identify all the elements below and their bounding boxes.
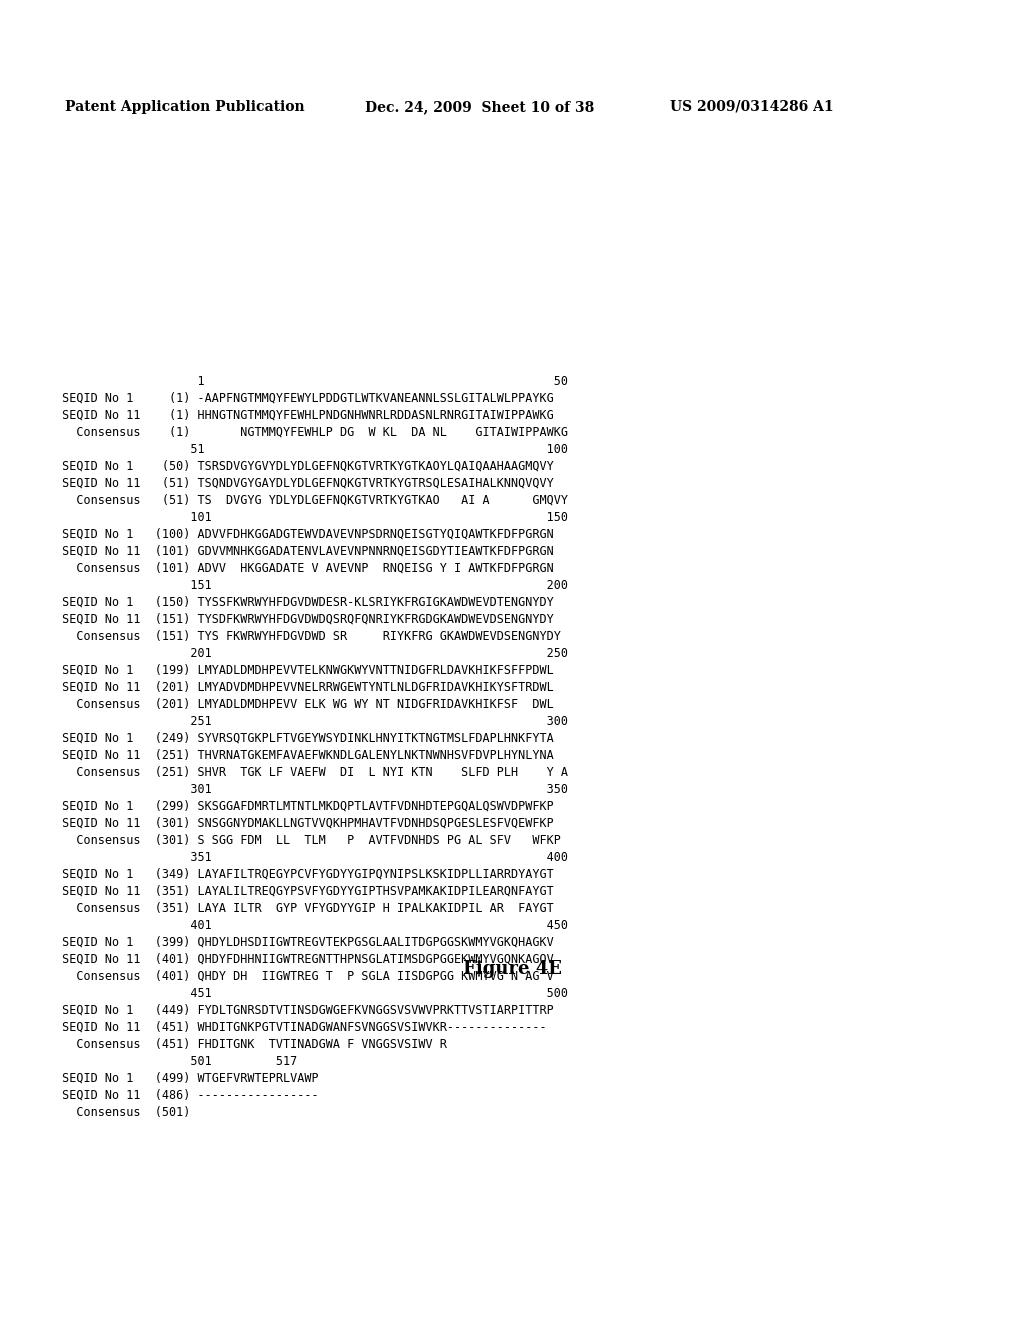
Text: Consensus  (351) LAYA ILTR  GYP VFYGDYYGIP H IPALKAKIDPIL AR  FAYGT: Consensus (351) LAYA ILTR GYP VFYGDYYGIP… <box>55 902 554 915</box>
Text: Consensus  (451) FHDITGNK  TVTINADGWA F VNGGSVSIWV R: Consensus (451) FHDITGNK TVTINADGWA F VN… <box>55 1038 446 1051</box>
Text: SEQID No 1    (50) TSRSDVGYGVYDLYDLGEFNQKGTVRTKYGTKAОYLQAIQAAHAAGMQVY: SEQID No 1 (50) TSRSDVGYGVYDLYDLGEFNQKGT… <box>55 459 554 473</box>
Text: Consensus  (101) ADVV  HKGGADATE V AVEVNP  RNQEISG Y I AWTKFDFPGRGN: Consensus (101) ADVV HKGGADATE V AVEVNP … <box>55 562 554 576</box>
Text: SEQID No 1   (249) SYVRSQTGKPLFTVGEYWSYDINKLHNYITKTNGTMSLFDAPLHNKFYTA: SEQID No 1 (249) SYVRSQTGKPLFTVGEYWSYDIN… <box>55 733 554 744</box>
Text: SEQID No 1   (399) QHDYLDHSDIIGWTREGVTEKPGSGLAALITDGPGGSKWMYVGKQHAGKV: SEQID No 1 (399) QHDYLDHSDIIGWTREGVTEKPG… <box>55 936 554 949</box>
Text: SEQID No 11  (401) QHDYFDHHNIIGWTREGNTTHPNSGLATIMSDGPGGEKWMYVGQNKAGQV: SEQID No 11 (401) QHDYFDHHNIIGWTREGNTTHP… <box>55 953 554 966</box>
Text: 451                                               500: 451 500 <box>55 987 568 1001</box>
Text: SEQID No 1   (299) SKSGGAFDMRTLMTNTLMKDQPTLAVTFVDNHDTEPGQALQSWVDPWFKP: SEQID No 1 (299) SKSGGAFDMRTLMTNTLMKDQPT… <box>55 800 554 813</box>
Text: 301                                               350: 301 350 <box>55 783 568 796</box>
Text: US 2009/0314286 A1: US 2009/0314286 A1 <box>670 100 834 114</box>
Text: 501         517: 501 517 <box>55 1055 297 1068</box>
Text: 151                                               200: 151 200 <box>55 579 568 591</box>
Text: SEQID No 11  (301) SNSGGNYDMAKLLNGTVVQKHPMHAVTFVDNHDSQPGESLESFVQEWFKP: SEQID No 11 (301) SNSGGNYDMAKLLNGTVVQKHP… <box>55 817 554 830</box>
Text: Consensus  (301) S SGG FDM  LL  TLM   P  AVTFVDNHDS PG AL SFV   WFKP: Consensus (301) S SGG FDM LL TLM P AVTFV… <box>55 834 561 847</box>
Text: SEQID No 1   (150) TYSSFKWRWYHFDGVDWDESR-KLSRIYKFRGIGKAWDWEVDTENGNYDY: SEQID No 1 (150) TYSSFKWRWYHFDGVDWDESR-K… <box>55 597 554 609</box>
Text: SEQID No 11  (451) WHDITGNKPGTVTINADGWANFSVNGGSVSIWVKR--------------: SEQID No 11 (451) WHDITGNKPGTVTINADGWANF… <box>55 1020 547 1034</box>
Text: 401                                               450: 401 450 <box>55 919 568 932</box>
Text: SEQID No 11  (351) LAYALILTREQGYPSVFYGDYYGIPTHSVPAMKAKIDPILEARQNFAYGT: SEQID No 11 (351) LAYALILTREQGYPSVFYGDYY… <box>55 884 554 898</box>
Text: Consensus  (401) QHDY DH  IIGWTREG T  P SGLA IISDGPGG KWMYVG N AG V: Consensus (401) QHDY DH IIGWTREG T P SGL… <box>55 970 554 983</box>
Text: SEQID No 1   (449) FYDLTGNRSDTVTINSDGWGEFKVNGGSVSVWVPRKTТVSTIARPITTRP: SEQID No 1 (449) FYDLTGNRSDTVTINSDGWGEFK… <box>55 1005 554 1016</box>
Text: 51                                                100: 51 100 <box>55 444 568 455</box>
Text: 101                                               150: 101 150 <box>55 511 568 524</box>
Text: 201                                               250: 201 250 <box>55 647 568 660</box>
Text: Figure 4E: Figure 4E <box>463 960 561 978</box>
Text: Dec. 24, 2009  Sheet 10 of 38: Dec. 24, 2009 Sheet 10 of 38 <box>365 100 594 114</box>
Text: SEQID No 11   (51) TSQNDVGYGAYDLYDLGEFNQKGTVRTKYGTRSQLESAIHALKNNQVQVY: SEQID No 11 (51) TSQNDVGYGAYDLYDLGEFNQKG… <box>55 477 554 490</box>
Text: SEQID No 11  (201) LMYADVDMDHPEVVNELRRWGEWTYNTLNLDGFRIDAVKHIKYSFTRDWL: SEQID No 11 (201) LMYADVDMDHPEVVNELRRWGE… <box>55 681 554 694</box>
Text: Consensus  (201) LMYADLDMDHPEVV ELK WG WY NT NIDGFRIDAVKHIKFSF  DWL: Consensus (201) LMYADLDMDHPEVV ELK WG WY… <box>55 698 554 711</box>
Text: Consensus  (251) SHVR  TGK LF VAEFW  DI  L NYI KTN    SLFD PLH    Y A: Consensus (251) SHVR TGK LF VAEFW DI L N… <box>55 766 568 779</box>
Text: SEQID No 11  (486) -----------------: SEQID No 11 (486) ----------------- <box>55 1089 318 1102</box>
Text: SEQID No 1   (349) LAYAFILTRQEGYPCVFYGDYYGIPQYNIPSLKSKIDPLLIARRDYAYGT: SEQID No 1 (349) LAYAFILTRQEGYPCVFYGDYYG… <box>55 869 554 880</box>
Text: SEQID No 11  (101) GDVVMNHKGGADATENVLAVEVNPNNRNQEISGDYTIEAWTKFDFPGRGN: SEQID No 11 (101) GDVVMNHKGGADATENVLAVEV… <box>55 545 554 558</box>
Text: SEQID No 11  (151) TYSDFKWRWYHFDGVDWDQSRQFQNRIYKFRGDGKAWDWEVDSENGNYDY: SEQID No 11 (151) TYSDFKWRWYHFDGVDWDQSRQ… <box>55 612 554 626</box>
Text: Consensus    (1)       NGTMMQYFEWHLP DG  W KL  DA NL    GITAIWIPPAWKG: Consensus (1) NGTMMQYFEWHLP DG W KL DA N… <box>55 426 568 440</box>
Text: SEQID No 1   (100) ADVVFDHKGGADGTEWVDAVEVNPSDRNQEISGTYQIQAWTKFDFPGRGN: SEQID No 1 (100) ADVVFDHKGGADGTEWVDAVEVN… <box>55 528 554 541</box>
Text: SEQID No 11  (251) THVRNATGKEMFAVAEFWKNDLGALENYLNKTNWNHSVFDVPLHYNLYNA: SEQID No 11 (251) THVRNATGKEMFAVAEFWKNDL… <box>55 748 554 762</box>
Text: SEQID No 11    (1) HHNGTNGТMMQYFEWHLPNDGNHWNRLRDDASNLRNRGITAIWIPPAWKG: SEQID No 11 (1) HHNGTNGТMMQYFEWHLPNDGNHW… <box>55 409 554 422</box>
Text: 251                                               300: 251 300 <box>55 715 568 729</box>
Text: SEQID No 1   (499) WTGEFVRWTEPRLVAWP: SEQID No 1 (499) WTGEFVRWTEPRLVAWP <box>55 1072 318 1085</box>
Text: 1                                                 50: 1 50 <box>55 375 568 388</box>
Text: Consensus  (151) TYS FKWRWYHFDGVDWD SR     RIYKFRG GKAWDWEVDSENGNYDY: Consensus (151) TYS FKWRWYHFDGVDWD SR RI… <box>55 630 561 643</box>
Text: Patent Application Publication: Patent Application Publication <box>65 100 304 114</box>
Text: Consensus  (501): Consensus (501) <box>55 1106 190 1119</box>
Text: Consensus   (51) TS  DVGYG YDLYDLGEFNQKGTVRTKYGTKAО   AI A      GMQVY: Consensus (51) TS DVGYG YDLYDLGEFNQKGTVR… <box>55 494 568 507</box>
Text: SEQID No 1   (199) LMYADLDMDHPEVVTELKNWGKWYVNTTNIDGFRLDAVKHIKFSFFPDWL: SEQID No 1 (199) LMYADLDMDHPEVVTELKNWGKW… <box>55 664 554 677</box>
Text: 351                                               400: 351 400 <box>55 851 568 865</box>
Text: SEQID No 1     (1) -AAPFNGTMMQYFEWYLPDDGTLWTKVANEANNLSSLGITALWLPPAYKG: SEQID No 1 (1) -AAPFNGTMMQYFEWYLPDDGTLWT… <box>55 392 554 405</box>
